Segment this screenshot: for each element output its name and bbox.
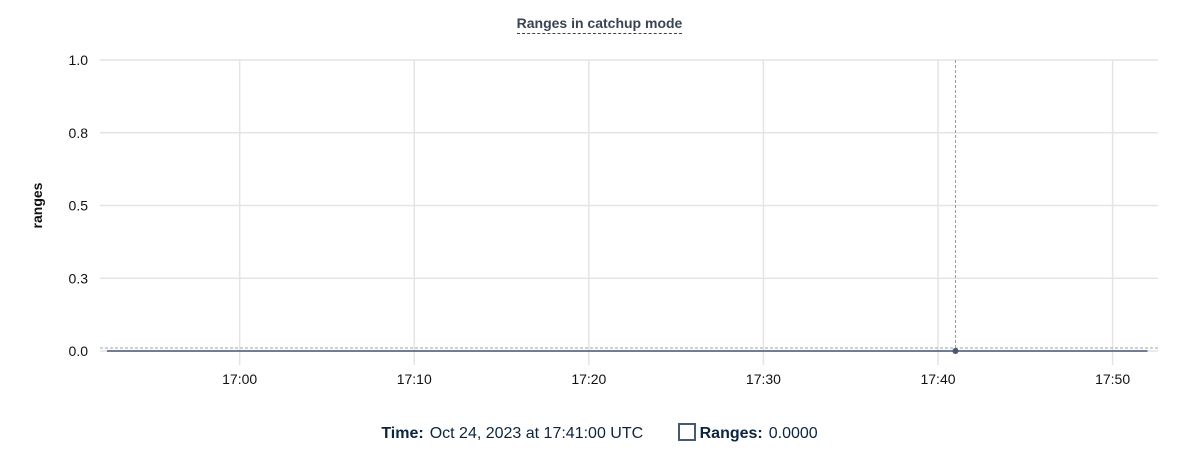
x-tick-label: 17:10	[397, 371, 432, 387]
x-tick-label: 17:30	[746, 371, 781, 387]
x-tick-label: 17:00	[222, 371, 257, 387]
y-tick-label: 0.8	[69, 125, 89, 141]
time-label: Time:	[381, 425, 424, 442]
y-tick-label: 0.0	[69, 343, 89, 359]
chart-title[interactable]: Ranges in catchup mode	[0, 15, 1199, 34]
x-tick-label: 17:50	[1095, 371, 1130, 387]
series-label: Ranges:	[699, 425, 763, 442]
hover-point	[952, 348, 959, 354]
y-tick-label: 1.0	[69, 52, 89, 68]
y-tick-label: 0.5	[69, 198, 89, 214]
time-value: Oct 24, 2023 at 17:41:00 UTC	[429, 425, 644, 442]
x-tick-label: 17:20	[571, 371, 606, 387]
y-axis-label: ranges	[29, 182, 45, 228]
y-tick-label: 0.3	[69, 270, 89, 286]
series-swatch[interactable]	[677, 423, 696, 441]
x-tick-label: 17:40	[920, 371, 955, 387]
series-value: 0.0000	[768, 425, 818, 442]
hover-legend: Time: Oct 24, 2023 at 17:41:00 UTC Ranges…	[0, 423, 1199, 443]
